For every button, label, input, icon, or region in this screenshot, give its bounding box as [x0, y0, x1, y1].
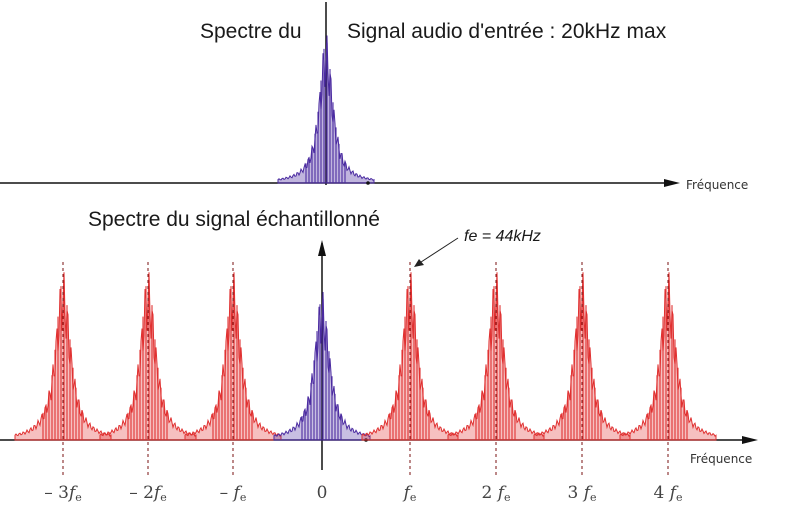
tick-symbol: f	[403, 483, 410, 503]
tick-label: – fe	[220, 483, 247, 504]
tick-number: –	[219, 483, 234, 503]
bottom-title: Spectre du signal échantillonné	[88, 208, 380, 231]
bottom-y-axis-arrow	[318, 240, 326, 256]
tick-subscript: e	[75, 491, 82, 504]
tick-subscript: e	[160, 491, 167, 504]
tick-symbol: f	[233, 483, 240, 503]
tick-number: 4	[653, 483, 670, 503]
bottom-x-axis-arrow	[742, 436, 758, 444]
tick-label: fe	[404, 483, 417, 504]
tick-symbol: f	[583, 483, 591, 503]
tick-symbol: f	[68, 483, 76, 503]
tick-subscript: e	[239, 491, 247, 504]
top-axis-label: Fréquence	[686, 178, 749, 192]
top-title-right: Signal audio d'entrée : 20kHz max	[347, 20, 667, 43]
bottom-axis-label: Fréquence	[690, 452, 753, 466]
top-axis-dot	[366, 181, 370, 185]
tick-number: 2	[481, 483, 498, 503]
fe-annotation-arrowhead	[414, 259, 424, 267]
baseband-spectrum-top	[277, 35, 375, 184]
tick-label: – 2fe	[129, 483, 167, 504]
tick-number: 0	[316, 483, 328, 503]
tick-number: 3	[567, 483, 584, 503]
top-title-left: Spectre du	[200, 20, 302, 43]
tick-number: – 2	[129, 483, 154, 503]
tick-label: 0	[317, 483, 328, 504]
fe-annotation-arrow	[417, 237, 459, 265]
tick-label: – 3fe	[44, 483, 82, 504]
tick-subscript: e	[590, 491, 597, 504]
fe-annotation: fe = 44kHz	[464, 228, 541, 245]
tick-symbol: f	[669, 483, 677, 503]
tick-symbol: f	[153, 483, 161, 503]
tick-subscript: e	[676, 491, 683, 504]
baseband-spectrum	[273, 291, 371, 441]
tick-number: – 3	[44, 483, 69, 503]
tick-symbol: f	[497, 483, 505, 503]
tick-label: 3 fe	[567, 483, 596, 504]
tick-label: 4 fe	[653, 483, 682, 504]
tick-subscript: e	[409, 491, 417, 504]
tick-subscript: e	[504, 491, 511, 504]
top-x-axis-arrow	[664, 179, 680, 187]
tick-label: 2 fe	[481, 483, 510, 504]
